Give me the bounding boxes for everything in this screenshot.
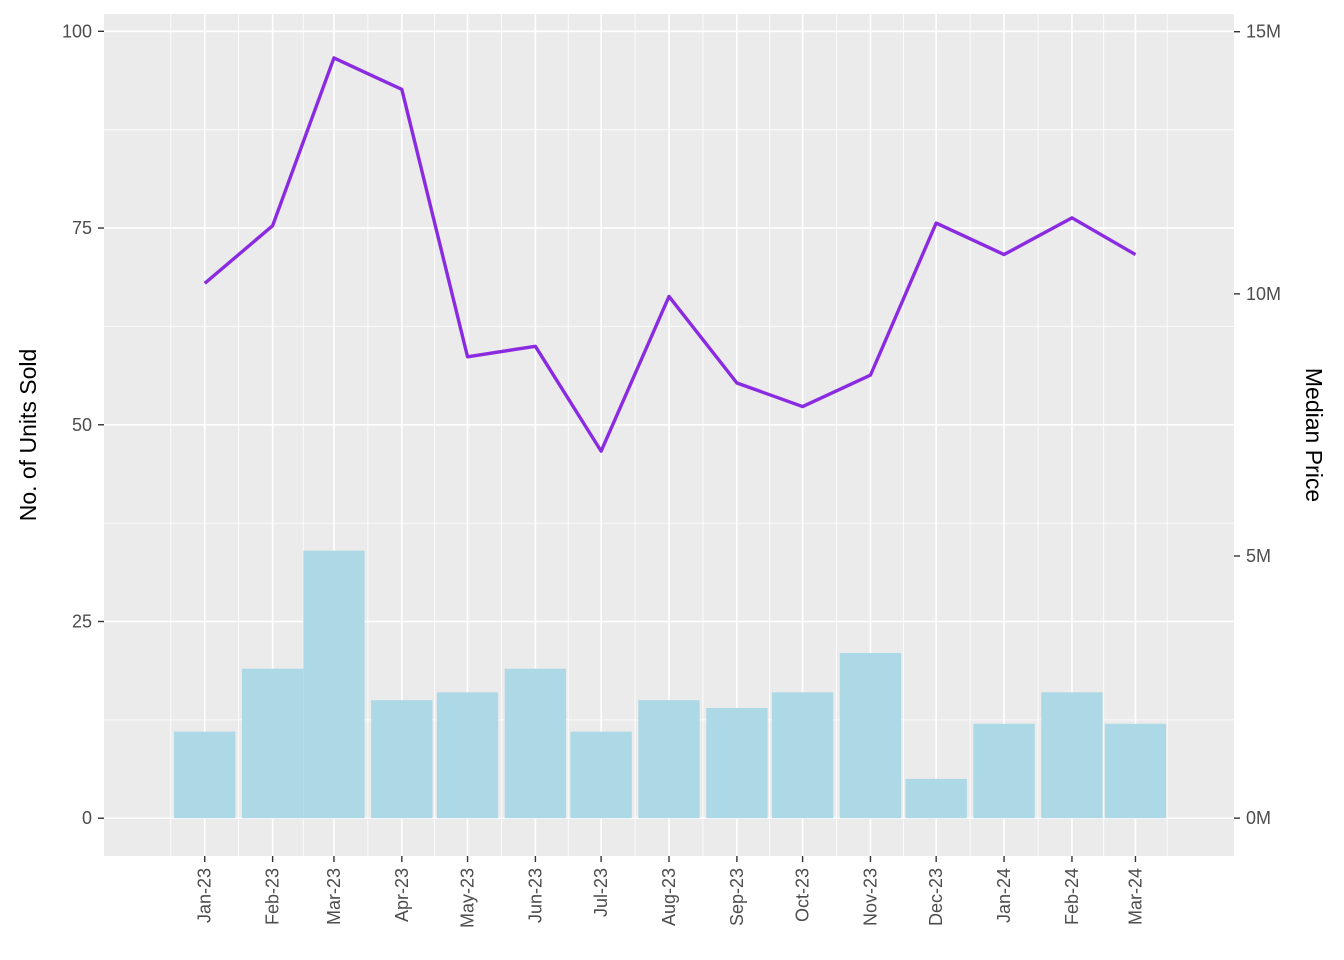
bar-May-23: [436, 692, 499, 819]
line-series: [203, 56, 1137, 453]
median-price-line: [203, 56, 1137, 453]
bar-series: [174, 550, 1167, 819]
y-axis-title-left: No. of Units Sold: [15, 349, 41, 522]
bar-Oct-23: [771, 692, 834, 819]
x-tick-label: Jan-23: [195, 868, 215, 923]
bar-Jan-24: [973, 723, 1035, 819]
bar-Dec-23: [905, 778, 967, 819]
x-tick-label: Dec-23: [926, 868, 946, 926]
left-axis: 0 25 50 75 100: [62, 21, 104, 828]
x-tick-label: Feb-24: [1062, 868, 1082, 925]
x-tick-label: Jul-23: [591, 868, 611, 917]
x-tick-label: Sep-23: [727, 868, 747, 926]
x-tick-label: May-23: [458, 868, 478, 928]
y-axis-title-right: Median Price: [1301, 368, 1327, 502]
y-tick-label-left: 0: [82, 808, 92, 828]
x-tick-label: Feb-23: [263, 868, 283, 925]
y-tick-label-right: 10M: [1246, 284, 1281, 304]
bar-Mar-23: [303, 550, 365, 819]
x-tick-label: Jun-23: [525, 868, 545, 923]
y-tick-label-left: 25: [72, 611, 92, 631]
x-tick-label: Oct-23: [793, 868, 813, 922]
right-axis: 0M 5M 10M 15M: [1234, 22, 1281, 828]
bar-Feb-24: [1041, 692, 1103, 819]
y-tick-label-left: 100: [62, 21, 92, 41]
x-axis: Jan-23 Feb-23 Mar-23 Apr-23 May-23 Jun-23 Jul-…: [195, 856, 1145, 928]
x-tick-label: Apr-23: [392, 868, 412, 922]
y-tick-label-left: 75: [72, 218, 92, 238]
y-tick-label-right: 0M: [1246, 808, 1271, 828]
bar-Jul-23: [570, 731, 632, 819]
x-tick-label: Mar-23: [324, 868, 344, 925]
x-tick-label: Jan-24: [994, 868, 1014, 923]
bar-Aug-23: [638, 700, 700, 819]
grid-minor: [104, 14, 1234, 856]
y-tick-label-right: 15M: [1246, 22, 1281, 42]
bar-Jun-23: [504, 668, 567, 819]
bar-Sep-23: [706, 708, 768, 819]
y-tick-label-left: 50: [72, 415, 92, 435]
x-tick-label: Aug-23: [659, 868, 679, 926]
bar-Feb-23: [241, 668, 304, 819]
x-tick-label: Nov-23: [860, 868, 880, 926]
bar-Jan-23: [174, 731, 236, 819]
bar-Mar-24: [1104, 723, 1167, 819]
x-tick-label: Mar-24: [1125, 868, 1145, 925]
y-tick-label-right: 5M: [1246, 546, 1271, 566]
bar-Apr-23: [371, 700, 433, 819]
bar-Nov-23: [839, 652, 902, 819]
